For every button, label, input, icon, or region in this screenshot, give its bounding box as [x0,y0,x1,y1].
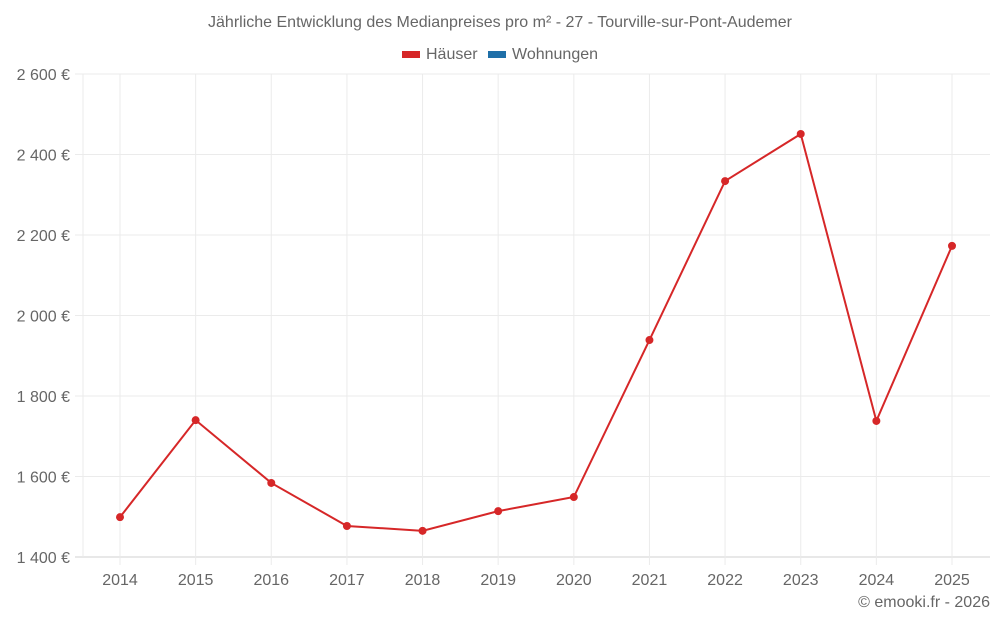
y-tick-label: 1 400 € [17,550,70,567]
legend-label: Häuser [425,45,478,63]
y-tick-label: 2 600 € [17,67,70,84]
series-line [119,132,953,532]
x-tick-label: 2025 [934,572,970,589]
y-tick-label: 1 600 € [17,470,70,487]
legend-label: Wohnungen [512,45,599,63]
x-tick-label: 2024 [859,572,895,589]
data-point [796,129,805,138]
copyright-footer: © emooki.fr - 2026 [858,594,990,611]
x-tick-label: 2019 [480,572,516,589]
y-tick-label: 2 000 € [17,309,70,326]
legend-swatch-red [401,51,420,58]
x-tick-label: 2021 [632,572,668,589]
x-tick-label: 2016 [253,572,289,589]
y-tick-label: 2 400 € [17,148,70,165]
y-tick-label: 1 800 € [17,389,70,406]
data-point [267,478,276,487]
x-tick-label: 2022 [707,572,743,589]
data-point [645,336,654,345]
x-tick-label: 2014 [102,572,138,589]
data-point [721,177,730,186]
legend-item-haeuser[interactable]: Häuser [401,45,478,64]
data-point [116,513,124,522]
legend-item-wohnungen[interactable]: Wohnungen [488,46,598,64]
x-tick-label: 2018 [405,572,441,589]
data-point [191,416,200,425]
data-point [948,241,956,250]
x-tick-label: 2023 [783,572,819,589]
legend: Häuser Wohnungen [0,45,1000,64]
x-tick-label: 2015 [178,572,214,589]
y-tick-label: 2 200 € [17,228,70,245]
legend-swatch-blue [488,51,507,58]
data-point [569,493,578,502]
x-tick-label: 2020 [556,572,592,589]
data-point [342,522,351,531]
data-point [418,526,427,535]
data-point [494,507,503,516]
chart-title: Jährliche Entwicklung des Medianpreises … [208,14,792,31]
x-tick-label: 2017 [329,572,365,589]
data-point [872,416,881,425]
